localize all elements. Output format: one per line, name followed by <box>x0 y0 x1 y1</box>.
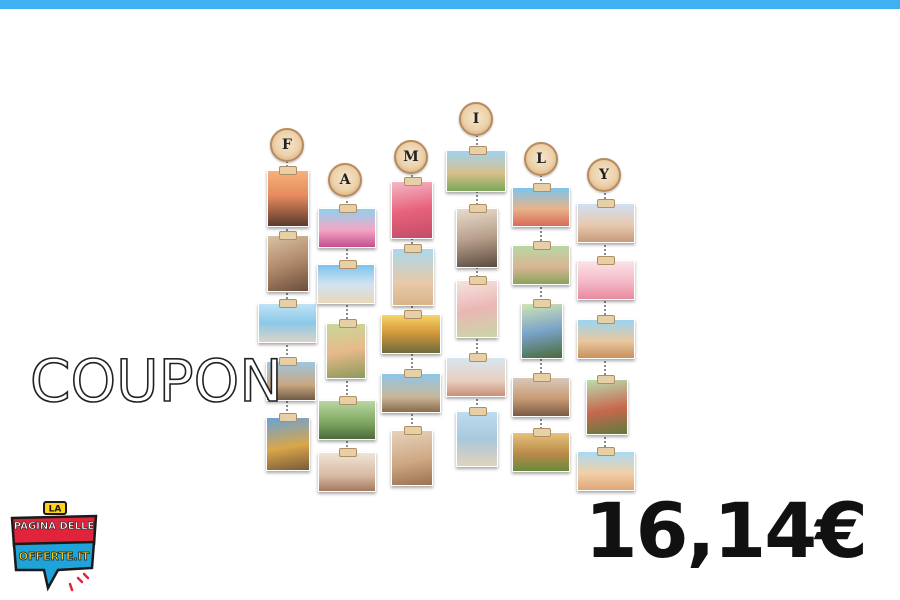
wooden-clip <box>597 256 615 265</box>
coupon-label: COUPON <box>29 347 283 415</box>
photo <box>512 377 570 417</box>
logo-text-la: LA <box>49 505 62 515</box>
logo-text-pagina-delle: PAGINA DELLE <box>14 521 95 532</box>
photo <box>381 314 441 354</box>
photo <box>521 303 563 359</box>
wooden-clip <box>279 357 297 366</box>
wooden-clip <box>533 241 551 250</box>
photo <box>512 187 570 227</box>
wooden-clip <box>339 396 357 405</box>
wooden-clip <box>404 426 422 435</box>
wooden-clip <box>279 299 297 308</box>
photo <box>317 264 375 304</box>
wooden-clip <box>404 177 422 186</box>
photo <box>258 303 317 343</box>
letter-disc-i: I <box>459 102 493 136</box>
photo <box>446 357 506 397</box>
wooden-clip <box>339 319 357 328</box>
letter-label: Y <box>599 167 609 183</box>
photo <box>318 400 376 440</box>
photo <box>577 203 635 243</box>
letter-disc-m: M <box>394 140 428 174</box>
letter-disc-f: F <box>270 128 304 162</box>
wooden-clip <box>404 310 422 319</box>
photo <box>326 323 366 379</box>
photo <box>577 260 635 300</box>
price-label: 16,14€ <box>584 486 868 575</box>
wooden-clip <box>597 375 615 384</box>
product-image-family-photo-display: F A M I L Y <box>250 95 650 505</box>
wooden-clip <box>279 166 297 175</box>
photo <box>512 245 570 285</box>
letter-label: M <box>403 149 419 165</box>
photo <box>456 208 498 268</box>
wooden-clip <box>469 353 487 362</box>
photo <box>456 280 498 338</box>
wooden-clip <box>469 407 487 416</box>
letter-label: L <box>536 151 546 167</box>
wooden-clip <box>404 369 422 378</box>
wooden-clip <box>279 231 297 240</box>
wooden-clip <box>597 315 615 324</box>
wooden-clip <box>597 447 615 456</box>
wooden-clip <box>339 260 357 269</box>
photo <box>392 248 434 306</box>
photo <box>577 451 635 491</box>
wooden-clip <box>339 448 357 457</box>
wooden-clip <box>597 199 615 208</box>
letter-disc-a: A <box>328 163 362 197</box>
letter-disc-l: L <box>524 142 558 176</box>
photo <box>577 319 635 359</box>
wooden-clip <box>339 204 357 213</box>
wooden-clip <box>533 183 551 192</box>
letter-disc-y: Y <box>587 158 621 192</box>
wooden-clip <box>469 146 487 155</box>
letter-label: I <box>472 111 480 127</box>
wooden-clip <box>404 244 422 253</box>
photo <box>266 417 310 471</box>
wooden-clip <box>469 276 487 285</box>
photo <box>318 208 376 248</box>
logo-text-offerte: OFFERTE.IT <box>19 550 90 563</box>
wooden-clip <box>533 373 551 382</box>
photo <box>586 379 628 435</box>
wooden-clip <box>469 204 487 213</box>
wooden-clip <box>533 299 551 308</box>
photo <box>391 430 433 486</box>
photo <box>391 181 433 239</box>
photo <box>381 373 441 413</box>
photo <box>456 411 498 467</box>
site-logo: LA PAGINA DELLE OFFERTE.IT <box>10 501 98 592</box>
letter-label: F <box>282 137 292 153</box>
top-accent-bar <box>0 0 900 9</box>
photo <box>512 432 570 472</box>
photo <box>446 150 506 192</box>
wooden-clip <box>279 413 297 422</box>
letter-label: A <box>339 172 351 188</box>
photo <box>267 170 309 227</box>
wooden-clip <box>533 428 551 437</box>
photo <box>318 452 376 492</box>
photo <box>267 235 309 292</box>
